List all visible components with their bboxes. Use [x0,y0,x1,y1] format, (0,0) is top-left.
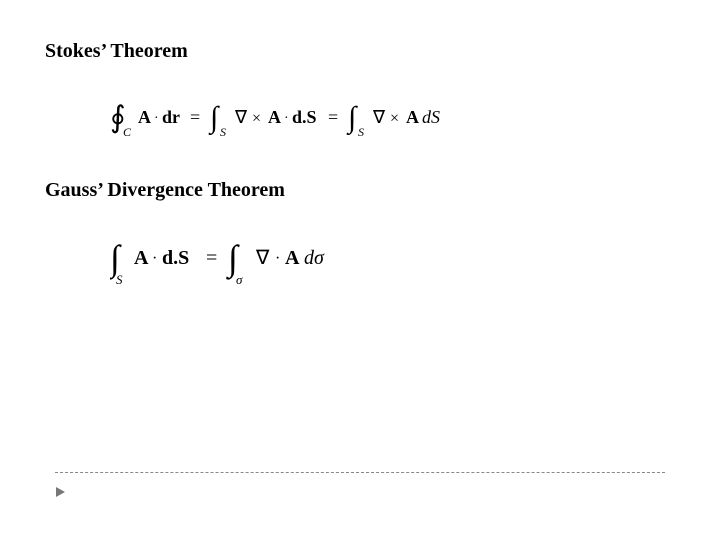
equation-gauss: ∫ S A · d.S = ∫ σ ∇ · A dσ [110,232,675,288]
eq-stokes-svg: ∮ C A · dr = ∫ S ∇ × A · d.S = ∫ [110,93,540,139]
svg-text:dr: dr [162,107,180,127]
svg-text:dσ: dσ [304,247,325,269]
svg-text:C: C [123,125,132,139]
svg-text:=: = [190,107,200,127]
heading-gauss: Gauss’ Divergence Theorem [45,179,675,202]
svg-text:×: × [390,110,399,127]
svg-text:S: S [358,125,364,139]
svg-text:×: × [252,110,261,127]
svg-text:dS: dS [422,107,440,127]
footer-rule [55,472,665,485]
svg-text:∫: ∫ [208,101,220,136]
svg-text:A: A [285,247,300,269]
slide: Stokes’ Theorem ∮ C A · dr = ∫ S ∇ × A · [0,0,720,540]
svg-text:=: = [206,247,217,269]
svg-text:·: · [275,250,280,267]
svg-text:d.S: d.S [162,247,189,269]
svg-text:A: A [138,107,151,127]
svg-text:∇: ∇ [372,107,386,127]
svg-text:A: A [406,107,419,127]
svg-text:=: = [328,107,338,127]
svg-text:∫: ∫ [346,101,358,136]
svg-text:∇: ∇ [255,247,270,269]
equation-stokes: ∮ C A · dr = ∫ S ∇ × A · d.S = ∫ [110,93,675,139]
svg-text:∇: ∇ [234,107,248,127]
svg-text:σ: σ [236,272,243,287]
svg-text:A: A [268,107,281,127]
svg-text:d.S: d.S [292,107,317,127]
heading-stokes: Stokes’ Theorem [45,40,675,63]
svg-text:S: S [116,272,123,287]
svg-text:·: · [154,111,159,126]
arrow-bullet-icon [54,485,68,499]
svg-text:S: S [220,125,226,139]
svg-text:·: · [152,250,157,267]
svg-text:·: · [284,111,289,126]
eq-gauss-svg: ∫ S A · d.S = ∫ σ ∇ · A dσ [110,232,430,288]
svg-text:A: A [134,247,149,269]
